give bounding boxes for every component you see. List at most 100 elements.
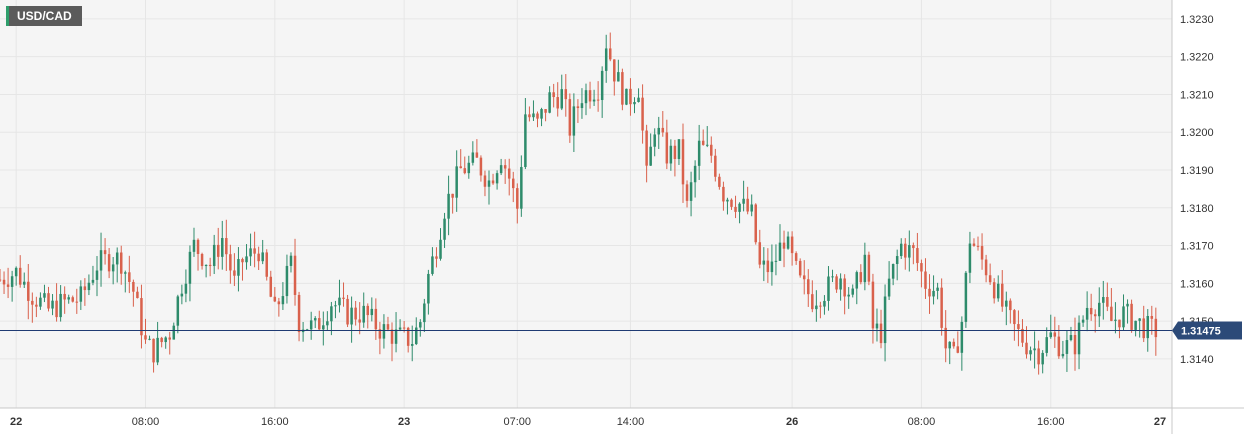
candle (532, 100, 535, 122)
candle (362, 292, 365, 328)
candle (39, 292, 42, 310)
candle-body (386, 324, 390, 330)
candle-body (596, 99, 600, 101)
candle (265, 249, 268, 281)
candle (253, 231, 256, 268)
candle-body (1005, 300, 1008, 307)
candle-body (1069, 335, 1073, 341)
candle-body (855, 272, 859, 289)
candle (63, 286, 66, 314)
candle-body (245, 256, 248, 263)
candle (297, 291, 301, 342)
candle (1005, 291, 1008, 326)
candle-body (6, 284, 10, 287)
candle-body (1138, 318, 1141, 321)
candle-body (746, 198, 749, 212)
candle (908, 230, 911, 272)
candle (568, 93, 572, 143)
candle-body (451, 193, 454, 198)
candle (22, 272, 26, 289)
candle (221, 220, 224, 270)
candle (172, 322, 176, 340)
candle (665, 119, 669, 170)
candle-body (2, 279, 6, 285)
candle (697, 124, 701, 180)
candle (956, 331, 960, 354)
candle-body (1102, 297, 1105, 303)
candle (212, 234, 216, 275)
candle (124, 270, 127, 293)
candle-body (960, 321, 964, 353)
candle-body (350, 307, 353, 325)
candle-body (875, 323, 879, 329)
candle (847, 287, 850, 309)
candle (27, 263, 30, 320)
y-tick-label: 1.3210 (1180, 89, 1214, 101)
candle-body (419, 322, 422, 328)
candle-body (99, 250, 103, 271)
candle-body (281, 296, 285, 305)
candle-body (940, 287, 943, 328)
candle-body (406, 327, 410, 346)
candle-body (172, 325, 176, 340)
candle-body (839, 278, 842, 290)
candle-body (928, 288, 931, 297)
candle (544, 109, 547, 122)
candle (516, 183, 519, 224)
candle (43, 284, 46, 303)
candle-body (71, 297, 74, 302)
candle (1098, 287, 1101, 328)
candle (512, 171, 515, 203)
y-tick-label: 1.3220 (1180, 52, 1214, 64)
candle-body (1045, 337, 1048, 353)
candle (681, 123, 685, 203)
candle (1102, 280, 1105, 320)
candle-body (944, 327, 947, 349)
candle (354, 300, 357, 326)
candle-body (758, 242, 762, 265)
candle-body (1150, 316, 1154, 319)
candle-body (415, 327, 418, 345)
candle-body (750, 204, 753, 212)
candle (726, 197, 729, 215)
candle-body (576, 106, 580, 109)
candle-body (75, 301, 79, 303)
candle (415, 317, 418, 346)
candle-body (908, 245, 911, 258)
candle (176, 294, 180, 334)
candle-body (520, 167, 523, 209)
candle (904, 238, 907, 270)
candle-body (552, 92, 555, 98)
candle (1110, 288, 1113, 322)
candle (342, 282, 345, 307)
y-tick-label: 1.3140 (1180, 354, 1214, 366)
candle-body (495, 173, 499, 184)
candle (625, 88, 628, 106)
candle-body (297, 294, 301, 333)
candle (867, 251, 871, 286)
y-tick-label: 1.3160 (1180, 278, 1214, 290)
candle (398, 319, 402, 332)
candle (390, 322, 394, 362)
candle-body (790, 236, 794, 254)
candle (1154, 307, 1158, 356)
candle (948, 341, 951, 365)
candle (495, 170, 499, 190)
candle-body (1106, 297, 1109, 307)
candle (984, 254, 988, 283)
candle (83, 278, 87, 306)
candle-body (168, 337, 171, 340)
x-tick-label: 08:00 (132, 416, 160, 428)
candle (148, 335, 151, 341)
candle-body (439, 239, 442, 259)
candle-body (613, 59, 616, 82)
candle (144, 318, 147, 344)
candle (289, 252, 293, 273)
candle-body (216, 244, 220, 257)
candle (503, 159, 507, 184)
candle-body (491, 180, 495, 184)
candle-body (22, 281, 26, 285)
candle (746, 186, 749, 215)
candle-body (334, 305, 337, 307)
